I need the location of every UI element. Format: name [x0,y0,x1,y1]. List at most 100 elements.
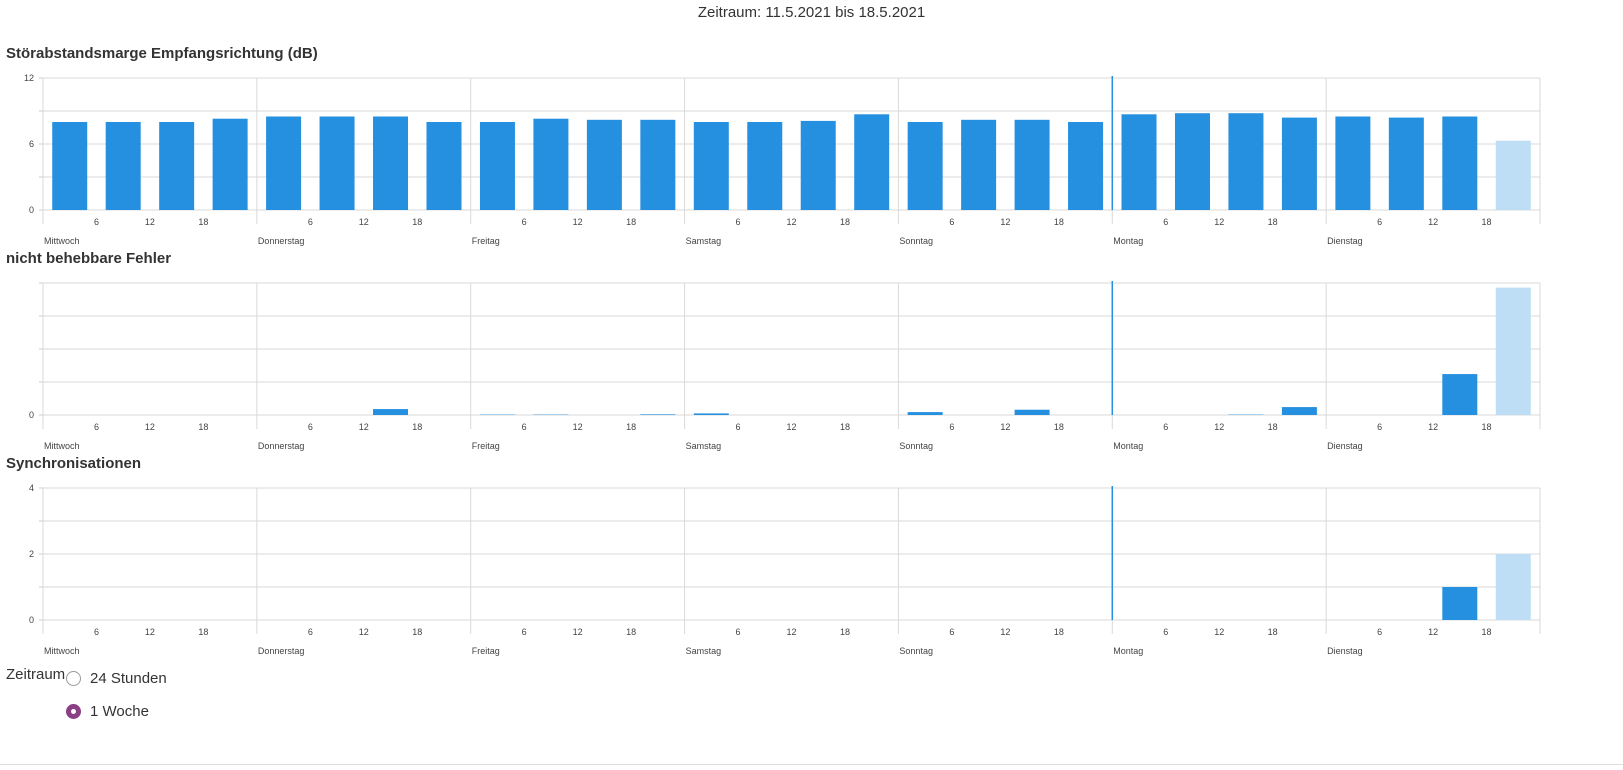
hour-tick-label: 12 [145,422,155,432]
hour-tick-label: 18 [412,627,422,637]
hour-tick-label: 18 [626,627,636,637]
bar [266,116,302,210]
day-label: Sonntag [899,236,933,246]
hour-tick-label: 6 [94,627,99,637]
y-tick-label: 12 [24,73,34,83]
hour-tick-label: 6 [949,627,954,637]
bar [1442,374,1478,415]
option-24-hours-label: 24 Stunden [90,670,167,687]
hour-tick-label: 6 [308,217,313,227]
hour-tick-label: 6 [522,217,527,227]
period-selector-label: Zeitraum [6,666,66,683]
radio-24-hours[interactable] [66,671,81,686]
bar [854,114,890,210]
bar [1228,113,1264,210]
radio-1-week[interactable] [66,704,81,719]
y-tick-label: 4 [29,483,34,493]
hour-tick-label: 6 [308,627,313,637]
bar [1174,113,1210,210]
hour-tick-label: 18 [1482,217,1492,227]
hour-tick-label: 12 [1428,422,1438,432]
y-tick-label: 0 [29,205,34,215]
y-tick-label: 0 [29,615,34,625]
day-label: Samstag [686,646,722,656]
bar [159,122,195,210]
hour-tick-label: 6 [1377,422,1382,432]
day-label: Donnerstag [258,441,305,451]
hour-tick-label: 18 [198,422,208,432]
bar [693,122,729,210]
chart-title-synchronizations: Synchronisationen [6,455,142,472]
day-label: Montag [1113,646,1143,656]
hour-tick-label: 18 [412,217,422,227]
hour-tick-label: 6 [522,422,527,432]
option-1-week[interactable]: 1 Woche [66,703,149,720]
hour-tick-label: 12 [359,217,369,227]
hour-tick-label: 18 [1054,627,1064,637]
day-label: Freitag [472,236,500,246]
uncorrectable-errors-chart: 0 6 12 18 6 12 18 6 12 18 6 12 18 6 12 18 6 12 18 6 12 18 Mitt… [29,281,1541,451]
bar [1442,116,1478,210]
bar [373,409,409,415]
hour-tick-label: 18 [198,627,208,637]
chart-title-uncorrectable-errors: nicht behebbare Fehler [6,250,172,267]
hour-tick-label: 12 [786,627,796,637]
bar [319,116,355,210]
bar [52,122,88,210]
hour-tick-label: 18 [1482,627,1492,637]
bar-current [1495,287,1531,415]
hour-tick-label: 18 [626,217,636,227]
hour-tick-label: 12 [786,422,796,432]
bottom-divider [0,764,1623,765]
hour-tick-label: 18 [1268,422,1278,432]
bar [1281,407,1317,415]
hour-tick-label: 18 [412,422,422,432]
hour-tick-label: 18 [840,422,850,432]
option-24-hours[interactable]: 24 Stunden [66,670,167,687]
bar [640,414,676,415]
y-tick-label: 2 [29,549,34,559]
day-label: Montag [1113,441,1143,451]
hour-tick-label: 12 [573,217,583,227]
day-label: Mittwoch [44,646,80,656]
hour-tick-label: 18 [840,627,850,637]
bar [907,122,943,210]
hour-tick-label: 12 [1000,217,1010,227]
bar [373,116,409,210]
bar [1121,114,1157,210]
day-label: Freitag [472,441,500,451]
hour-tick-label: 18 [1482,422,1492,432]
hour-tick-label: 12 [359,422,369,432]
bar [1335,116,1371,210]
day-label: Sonntag [899,441,933,451]
bar [747,122,783,210]
hour-tick-label: 12 [1428,217,1438,227]
bar-current [1495,554,1531,620]
bar-current [1495,140,1531,210]
bar [1442,587,1478,620]
hour-tick-label: 18 [1054,217,1064,227]
hour-tick-label: 18 [1268,217,1278,227]
hour-tick-label: 6 [94,217,99,227]
day-label: Mittwoch [44,441,80,451]
hour-tick-label: 12 [573,422,583,432]
bar [961,119,997,210]
hour-tick-label: 6 [949,217,954,227]
bar [1068,122,1104,210]
day-label: Dienstag [1327,646,1363,656]
hour-tick-label: 6 [949,422,954,432]
snr-margin-chart: 0 6 12 6 12 18 6 12 18 6 12 18 6 12 18 6 12 18 6 12 18 6 12 18 M… [24,73,1541,246]
hour-tick-label: 12 [1000,422,1010,432]
bar [533,118,569,210]
bar [1388,117,1424,210]
option-1-week-label: 1 Woche [90,703,149,720]
bar [1014,409,1050,415]
bar [907,412,943,415]
hour-tick-label: 12 [573,627,583,637]
day-label: Dienstag [1327,236,1363,246]
bar [1014,119,1050,210]
hour-tick-label: 18 [1268,627,1278,637]
synchronizations-chart: 0 2 4 6 12 18 6 12 18 6 12 18 6 12 18 6 12 18 6 12 18 6 12 18 Mi… [29,483,1541,656]
hour-tick-label: 12 [145,627,155,637]
bar [479,122,515,210]
